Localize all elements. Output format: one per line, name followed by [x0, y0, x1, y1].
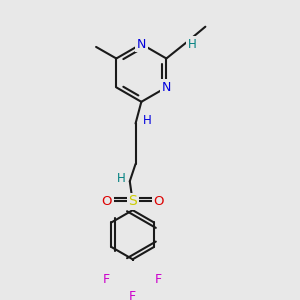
Text: N: N — [162, 81, 171, 94]
Text: H: H — [117, 172, 125, 185]
Text: H: H — [188, 38, 197, 50]
Text: F: F — [155, 273, 162, 286]
Text: O: O — [153, 195, 164, 208]
Text: S: S — [128, 194, 137, 208]
Text: O: O — [101, 195, 112, 208]
Text: F: F — [103, 273, 110, 286]
Text: F: F — [129, 290, 136, 300]
Text: N: N — [136, 38, 146, 50]
Text: H: H — [143, 114, 152, 127]
